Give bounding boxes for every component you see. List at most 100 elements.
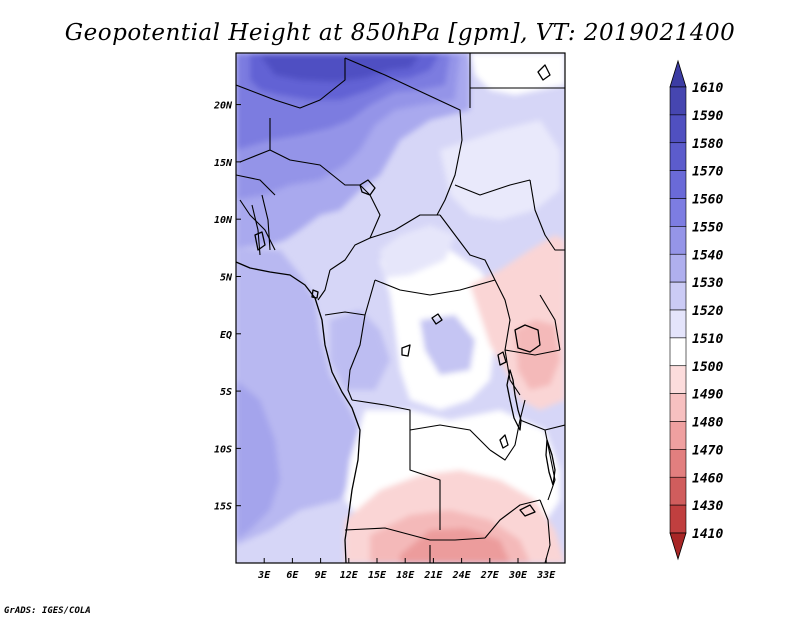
border-angola-zambia: [409, 430, 441, 530]
legend-label: 1410: [692, 527, 723, 542]
y-tick-label: 15S: [214, 502, 232, 513]
border-uganda-kenya: [539, 294, 561, 351]
legend-swatch: [669, 281, 687, 311]
legend-swatch: [669, 365, 687, 394]
border-togo-ghana: [251, 204, 261, 256]
field-band-1580: [260, 55, 420, 82]
border-sudan-ethiopia: [529, 179, 565, 251]
border-zambia-zimbabwe: [484, 499, 541, 539]
border-tanzania-north: [504, 349, 561, 356]
border-sudan-south: [454, 179, 531, 196]
y-tick-label: 10S: [214, 444, 232, 455]
lake-congo-2: [401, 344, 411, 357]
legend-swatch: [669, 421, 687, 450]
x-tick-label: 21E: [423, 570, 443, 581]
x-tick-label: 15E: [368, 570, 387, 581]
legend-swatch: [669, 198, 687, 227]
border-angola-namibia: [344, 527, 486, 541]
legend-swatch: [669, 226, 687, 255]
x-tick-label: 18E: [396, 570, 415, 581]
field-band-1540-sw: [236, 380, 280, 540]
border-guinea-gulf-west: [239, 199, 276, 251]
y-tick-label: 5S: [220, 387, 232, 398]
lake-congo-1: [431, 313, 443, 325]
legend-swatch: [669, 449, 687, 478]
border-niger-nigeria: [269, 149, 371, 196]
legend-cap-top: [669, 59, 687, 88]
legend-swatch: [669, 393, 687, 422]
field-band-1510-north-east: [470, 53, 565, 95]
legend-label: 1560: [692, 193, 723, 208]
grads-credit: GrADS: IGES/COLA: [4, 606, 91, 616]
height-field: [236, 53, 565, 563]
legend-label: 1610: [692, 81, 723, 96]
lake-kariba: [519, 504, 536, 517]
border-chad-car: [369, 214, 440, 239]
x-tick-label: 24E: [452, 570, 472, 581]
border-benin: [261, 194, 271, 251]
x-tick-label: 30E: [508, 570, 528, 581]
lake-victoria: [514, 324, 541, 353]
coast-west-central: [314, 297, 361, 563]
legend-label: 1540: [692, 248, 723, 263]
field-band-1480-south: [400, 528, 510, 563]
lake-chad: [359, 179, 376, 196]
plot-frame: [235, 52, 566, 564]
legend-swatch: [669, 337, 687, 367]
legend-label: 1490: [692, 388, 723, 403]
border-tanzania-moz: [519, 419, 565, 431]
lake-tanganyika: [506, 369, 522, 431]
border-drc-uganda: [494, 279, 521, 396]
x-tick-label: 33E: [536, 570, 556, 581]
border-cameroon-nigeria: [317, 269, 331, 301]
border-niger-algeria: [236, 58, 346, 109]
legend-swatch: [669, 114, 687, 144]
legend-swatch: [669, 476, 687, 506]
border-congo-drc: [347, 314, 366, 401]
border-zimbabwe-moz: [539, 499, 551, 563]
legend-label: 1500: [692, 360, 723, 375]
legend-label: 1480: [692, 416, 723, 431]
legend-label: 1550: [692, 220, 723, 235]
island-bioko: [311, 289, 319, 299]
legend-swatch: [669, 86, 687, 116]
field-patch-1520-north: [380, 225, 455, 278]
x-tick-label: 3E: [257, 570, 271, 581]
coastlines: [236, 64, 556, 563]
nile-delta: [537, 64, 551, 81]
y-tick-label: 15N: [214, 158, 233, 169]
lake-kivu: [497, 351, 507, 366]
x-tick-label: 27E: [480, 570, 500, 581]
field-patch-1530-interior: [330, 310, 390, 390]
lake-volta: [254, 231, 266, 251]
border-burkina: [236, 174, 276, 196]
y-tick-label: 20N: [213, 101, 233, 112]
border-drc-zambia: [489, 399, 526, 461]
legend-cap-bottom: [669, 532, 687, 561]
legend-swatch: [669, 504, 687, 534]
legend-label: 1570: [692, 165, 723, 180]
legend-label: 1460: [692, 471, 723, 486]
legend-label: 1580: [692, 137, 723, 152]
border-sudan-car: [439, 214, 496, 281]
x-tick-label: 12E: [340, 570, 359, 581]
legend-swatch: [669, 309, 687, 339]
y-tick-label: 10N: [214, 215, 233, 226]
lake-mweru: [499, 434, 509, 449]
legend-swatch: [669, 253, 687, 283]
x-axis: 3E 6E 9E 12E 15E 18E 21E 24E 27E 30E 33E: [257, 558, 556, 581]
border-libya-chad: [344, 57, 463, 216]
legend-swatch: [669, 142, 687, 171]
legend-swatch: [669, 170, 687, 199]
y-axis: 20N 15N 10N 5N EQ 5S 10S 15S: [213, 101, 241, 513]
color-legend: 1610 1590 1580 1570 1560 1550 1540 1530 1520 1510…: [669, 59, 723, 561]
lake-malawi: [545, 439, 556, 486]
chart-title: Geopotential Height at 850hPa [gpm], VT:…: [65, 20, 735, 46]
x-tick-label: 9E: [315, 570, 328, 581]
field-band-1520-east: [440, 120, 560, 220]
x-tick-label: 6E: [286, 570, 299, 581]
y-tick-label: EQ: [220, 330, 232, 341]
y-tick-label: 5N: [220, 272, 233, 283]
legend-label: 1520: [692, 304, 723, 319]
